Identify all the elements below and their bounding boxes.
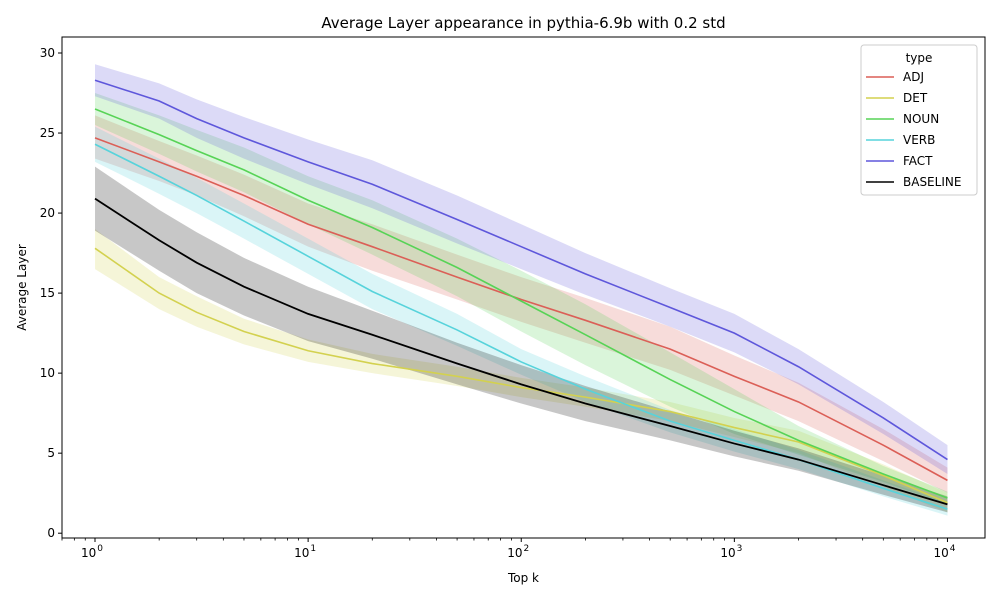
x-tick-label: 100 (81, 544, 103, 560)
series-line-adj (94, 137, 948, 482)
y-tick-label: 25 (40, 126, 55, 140)
legend: type ADJ DET NOUN VERB FACT BASELINE (860, 44, 978, 196)
y-tick-label: 0 (47, 526, 55, 540)
series-line-noun (94, 108, 948, 499)
chart-title: Average Layer appearance in pythia-6.9b … (321, 14, 725, 32)
x-tick-exponent: 2 (524, 544, 530, 554)
series-line-baseline (94, 197, 948, 506)
band-fact (95, 64, 948, 474)
plot-area-frame (61, 36, 986, 539)
y-axis-label: Average Layer (15, 244, 29, 331)
legend-label-verb: VERB (903, 133, 935, 147)
x-tick-exponent: 0 (97, 544, 103, 554)
legend-box (860, 44, 978, 196)
y-tick-label: 5 (47, 446, 55, 460)
legend-label-fact: FACT (903, 154, 933, 168)
legend-label-baseline: BASELINE (903, 175, 961, 189)
band-baseline (95, 166, 948, 513)
x-axis-ticks: 100 101 102 103 104 (61, 538, 956, 560)
legend-items: ADJ DET NOUN VERB FACT BASELINE (866, 70, 961, 189)
legend-label-noun: NOUN (903, 112, 939, 126)
y-axis-ticks: 0 5 10 15 20 25 30 (40, 46, 62, 540)
legend-label-det: DET (903, 91, 928, 105)
y-tick-label: 20 (40, 206, 55, 220)
x-tick-exponent: 3 (737, 544, 743, 554)
x-tick-label: 102 (507, 544, 529, 560)
x-tick-exponent: 4 (950, 544, 956, 554)
series-line-det (94, 247, 948, 504)
series-line-fact (94, 79, 948, 461)
x-tick-exponent: 1 (310, 544, 316, 554)
y-tick-label: 15 (40, 286, 55, 300)
y-tick-label: 10 (40, 366, 55, 380)
x-tick-label: 104 (933, 544, 955, 560)
band-verb (95, 126, 948, 516)
legend-title: type (906, 51, 933, 65)
legend-label-adj: ADJ (903, 70, 924, 84)
x-tick-label: 103 (720, 544, 742, 560)
y-tick-label: 30 (40, 46, 55, 60)
x-axis-label: Top k (507, 571, 539, 585)
series-lines (94, 79, 948, 510)
x-tick-label: 101 (294, 544, 316, 560)
band-adj (95, 115, 948, 494)
